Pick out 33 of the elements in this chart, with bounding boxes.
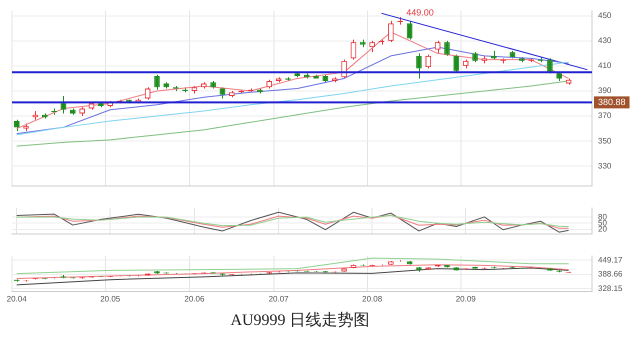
y-tick-label: 330 bbox=[598, 161, 612, 170]
candlestick bbox=[416, 52, 422, 79]
text: AU9999 日线走势图 bbox=[229, 310, 371, 331]
candlestick bbox=[388, 20, 394, 43]
y-tick-label: 410 bbox=[598, 61, 612, 70]
x-tick-label: 20.05 bbox=[100, 294, 121, 304]
candlestick bbox=[547, 58, 553, 74]
y-tick-label: 449.17 bbox=[598, 255, 624, 264]
y-tick-label: 20 bbox=[598, 224, 608, 234]
candlestick bbox=[60, 95, 66, 114]
candlestick bbox=[406, 20, 412, 40]
candlestick bbox=[350, 39, 356, 60]
candlestick bbox=[444, 40, 450, 56]
y-tick-label: 328.15 bbox=[598, 284, 624, 293]
y-tick-label: 350 bbox=[598, 136, 612, 146]
y-tick-label: 450 bbox=[598, 11, 612, 20]
candlestick bbox=[425, 54, 432, 69]
y-tick-label: 370 bbox=[598, 111, 612, 120]
candlestick bbox=[154, 74, 160, 90]
y-tick-label: 390 bbox=[598, 86, 612, 96]
candlestick bbox=[369, 40, 375, 53]
candlestick bbox=[144, 86, 150, 100]
annotation: 449.00 bbox=[406, 8, 434, 18]
candlestick bbox=[472, 52, 478, 63]
x-tick-label: 20.08 bbox=[362, 294, 383, 304]
x-tick-label: 20.07 bbox=[268, 294, 290, 304]
candlestick bbox=[220, 86, 226, 99]
x-tick-label: 20.06 bbox=[184, 294, 205, 304]
ref-line-label: 380.88 bbox=[598, 96, 626, 107]
y-tick-label: 430 bbox=[598, 36, 612, 46]
y-tick-label: 388.66 bbox=[598, 270, 624, 279]
x-tick-label: 20.04 bbox=[6, 294, 28, 304]
x-tick-label: 20.09 bbox=[456, 294, 476, 304]
